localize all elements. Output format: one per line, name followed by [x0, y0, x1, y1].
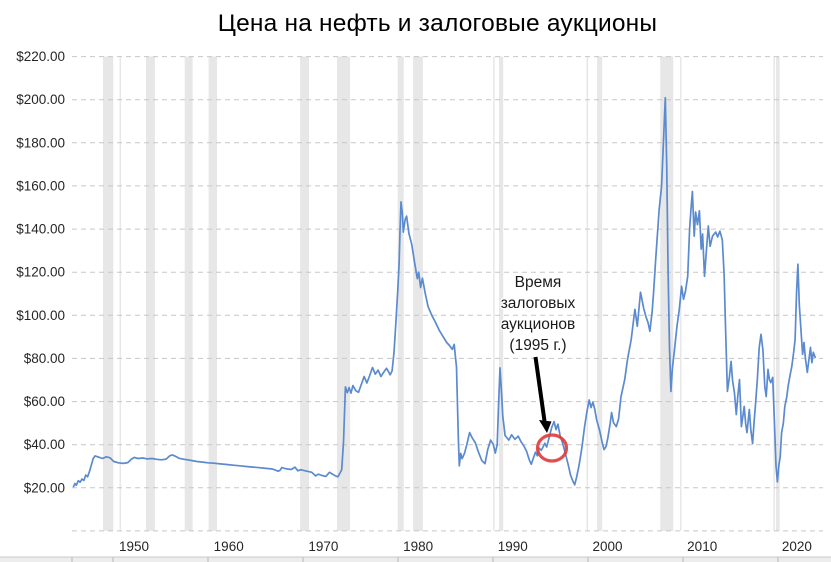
bottom-table-edge [0, 557, 831, 562]
x-tick-label: 1960 [214, 539, 244, 554]
x-tick-label: 2000 [592, 539, 622, 554]
recession-band [660, 56, 674, 531]
y-tick-label: $80.00 [24, 351, 65, 366]
chart-title: Цена на нефть и залоговые аукционы [217, 10, 658, 37]
annotation-arrow-shaft [533, 356, 547, 422]
recession-band [300, 56, 309, 531]
y-tick-label: $200.00 [16, 92, 65, 107]
y-tick-label: $140.00 [16, 222, 65, 237]
y-tick-label: $40.00 [24, 437, 65, 452]
recession-band [776, 56, 780, 531]
annotation-line-4: (1995 г.) [509, 337, 567, 354]
y-tick-label: $180.00 [16, 135, 65, 150]
annotation-line-1: Время [514, 274, 562, 291]
annotation-label: Время залоговых аукционов (1995 г.) [479, 272, 597, 356]
recession-band [337, 56, 351, 531]
annotation-line-2: залоговых [500, 295, 576, 312]
x-tick-label: 1950 [119, 539, 149, 554]
recession-band [103, 56, 114, 531]
x-tick-label: 1980 [403, 539, 433, 554]
recession-band [184, 56, 193, 531]
x-tick-label: 1970 [308, 539, 338, 554]
y-tick-label: $220.00 [16, 49, 65, 64]
recession-band [146, 56, 155, 531]
y-tick-label: $120.00 [16, 265, 65, 280]
x-tick-label: 2020 [782, 539, 812, 554]
annotation-circle [535, 433, 569, 463]
annotation-line-3: аукционов [500, 316, 576, 333]
y-tick-label: $100.00 [16, 308, 65, 323]
recession-band [499, 56, 504, 531]
x-tick-label: 1990 [498, 539, 528, 554]
recession-band [413, 56, 423, 531]
y-tick-label: $20.00 [24, 480, 65, 495]
recession-band [208, 56, 217, 531]
y-tick-label: $160.00 [16, 178, 65, 193]
y-tick-label: $60.00 [24, 394, 65, 409]
x-tick-label: 2010 [687, 539, 717, 554]
price-line [72, 96, 817, 488]
annotation-arrow-head [539, 420, 552, 433]
recession-band [597, 56, 603, 531]
